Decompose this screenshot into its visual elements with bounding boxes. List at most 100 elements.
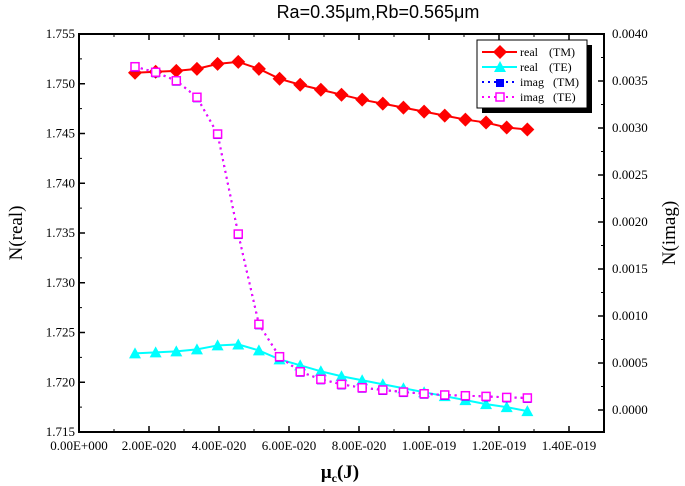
x-tick-label: 6.00E-020 <box>262 438 317 453</box>
y-left-tick-label: 1.740 <box>46 175 75 190</box>
y-right-tick-label: 0.0040 <box>612 26 648 41</box>
data-point <box>150 67 161 78</box>
data-point <box>149 346 162 358</box>
y-left-tick-label: 1.735 <box>46 225 75 240</box>
data-point <box>252 344 265 356</box>
data-point <box>190 343 203 355</box>
legend-label: imag <box>520 90 544 104</box>
data-point <box>231 54 246 69</box>
y-left-tick-label: 1.745 <box>46 126 75 141</box>
y-axis-left-label: N(real) <box>6 206 27 261</box>
y-left-tick-label: 1.715 <box>46 424 75 439</box>
y-axis-right-label: N(imag) <box>659 201 680 265</box>
legend-mode: (TE) <box>549 60 572 74</box>
y-right-tick-label: 0.0020 <box>612 214 648 229</box>
data-point <box>419 388 429 399</box>
data-point <box>398 387 409 397</box>
data-point <box>355 92 370 107</box>
data-point <box>212 129 223 139</box>
data-point <box>378 385 388 395</box>
data-point <box>170 345 183 357</box>
data-point <box>313 82 328 97</box>
data-point <box>314 365 327 377</box>
data-point <box>396 100 411 115</box>
data-point <box>522 393 533 403</box>
data-point <box>130 61 140 72</box>
series-layer <box>128 54 535 417</box>
x-tick-label: 8.00E-020 <box>332 438 387 453</box>
series-imag-tm <box>131 63 532 403</box>
data-point <box>211 339 224 351</box>
data-point <box>171 75 182 86</box>
data-point <box>521 405 534 417</box>
x-tick-label: 4.00E-020 <box>192 438 247 453</box>
data-point <box>232 338 245 350</box>
data-point <box>295 366 305 377</box>
x-tick-label: 2.00E-020 <box>122 438 177 453</box>
legend-label: real <box>520 60 539 74</box>
data-point <box>479 115 494 130</box>
data-point <box>189 61 204 76</box>
y-right-tick-label: 0.0035 <box>612 73 648 88</box>
data-point <box>129 347 141 359</box>
x-axis-label-mu: μ <box>321 462 332 483</box>
legend-label: real <box>520 45 539 59</box>
y-right-tick-label: 0.0030 <box>612 120 648 135</box>
data-point <box>336 379 347 390</box>
x-axis-label-sub: c <box>332 471 338 485</box>
x-tick-label: 1.40E-019 <box>542 438 597 453</box>
data-point <box>501 392 512 403</box>
data-point <box>499 120 514 135</box>
legend-marker <box>495 92 505 102</box>
data-point <box>440 390 450 400</box>
legend-label: imag <box>520 75 544 89</box>
data-point <box>274 351 285 362</box>
legend: real (TM) real (TE) imag (TM) imag (TE) <box>476 39 592 113</box>
y-right-tick-label: 0.0010 <box>612 308 648 323</box>
data-point <box>192 92 202 103</box>
series-real-te <box>129 338 534 417</box>
x-axis-label-unit: (J) <box>337 462 359 483</box>
y-left-tick-label: 1.730 <box>46 275 75 290</box>
series-real-tm <box>128 54 535 137</box>
x-axis-label: μc(J) <box>321 462 359 485</box>
x-tick-label: 1.00E-019 <box>402 438 457 453</box>
data-point <box>169 63 184 78</box>
data-point <box>460 390 471 401</box>
data-point <box>210 56 225 71</box>
data-point <box>375 96 390 111</box>
data-point <box>437 108 452 123</box>
data-point <box>272 71 287 86</box>
data-point <box>251 61 266 76</box>
y-left-tick-label: 1.755 <box>46 26 75 41</box>
y-left-tick-label: 1.725 <box>46 325 75 340</box>
data-point <box>357 382 367 393</box>
chart-title: Ra=0.35μm,Rb=0.565μm <box>277 2 480 22</box>
data-point <box>458 112 473 127</box>
data-point <box>356 374 369 386</box>
data-point <box>293 77 308 92</box>
x-tick-label: 1.20E-019 <box>472 438 527 453</box>
y-left-tick-label: 1.720 <box>46 374 75 389</box>
data-point <box>335 370 348 382</box>
legend-mode: (TM) <box>553 75 579 89</box>
y-right-tick-label: 0.0005 <box>612 355 648 370</box>
y-left-tick-label: 1.750 <box>46 76 75 91</box>
axes: 0.00E+000 2.00E-020 4.00E-020 6.00E-020 8.00… <box>46 26 648 453</box>
data-point <box>316 374 326 385</box>
data-point <box>254 319 264 330</box>
y-right-tick-label: 0.0015 <box>612 261 648 276</box>
data-point <box>481 391 491 402</box>
data-point <box>417 104 432 119</box>
y-right-tick-label: 0.0025 <box>612 167 648 182</box>
data-point <box>233 229 243 239</box>
legend-mode: (TE) <box>553 90 576 104</box>
legend-marker <box>496 79 504 87</box>
y-right-tick-label: 0.0000 <box>612 402 648 417</box>
legend-marker <box>494 61 506 72</box>
x-tick-label: 0.00E+000 <box>50 438 108 453</box>
data-point <box>520 122 535 137</box>
legend-marker <box>493 45 507 59</box>
legend-mode: (TM) <box>549 45 575 59</box>
